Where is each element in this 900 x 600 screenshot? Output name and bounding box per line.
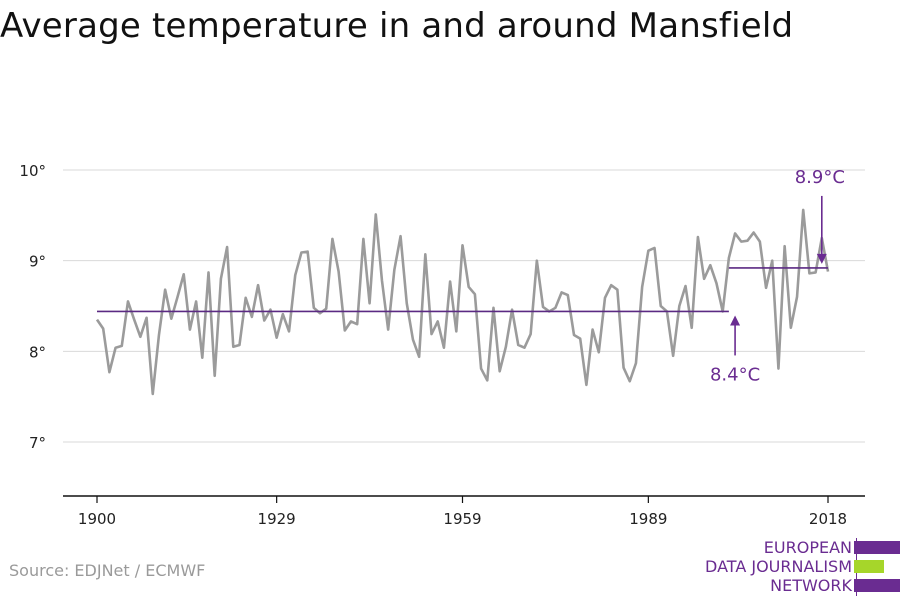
annotations: 8.4°C 8.9°C (710, 167, 845, 386)
y-tick-label-8: 8° (29, 343, 46, 361)
x-tick-label-1929: 1929 (258, 510, 296, 528)
logo-bar-bottom (854, 579, 900, 592)
annotation-2-label: 8.9°C (795, 167, 845, 188)
reference-lines (97, 267, 828, 313)
logo-line-data-journalism: DATA JOURNALISM (705, 557, 852, 576)
y-tick-label-10: 10° (19, 162, 46, 180)
annotation-2-arrow-head (816, 253, 827, 264)
x-tick-label-1989: 1989 (629, 510, 667, 528)
y-tick-label-7: 7° (29, 434, 46, 452)
x-tick-label-2018: 2018 (809, 510, 847, 528)
y-axis-tick-labels: 7° 8° 9° 10° (19, 162, 46, 452)
x-axis-tick-labels: 1900 1929 1959 1989 2018 (78, 510, 847, 528)
logo-bar-top (854, 541, 900, 554)
x-axis (63, 495, 865, 503)
annotation-1-label: 8.4°C (710, 364, 760, 385)
grid-lines (63, 169, 865, 443)
logo-bar-middle (854, 560, 884, 573)
edjnet-logo: EUROPEAN DATA JOURNALISM NETWORK (705, 538, 900, 596)
logo-line-network: NETWORK (770, 576, 852, 595)
source-credit: Source: EDJNet / ECMWF (9, 561, 206, 580)
y-tick-label-9: 9° (29, 253, 46, 271)
x-tick-label-1959: 1959 (443, 510, 481, 528)
logo-line-european: EUROPEAN (763, 538, 852, 557)
page-title: Average temperature in and around Mansfi… (0, 6, 794, 46)
x-tick-label-1900: 1900 (78, 510, 116, 528)
annotation-1-arrow-head (730, 315, 741, 326)
